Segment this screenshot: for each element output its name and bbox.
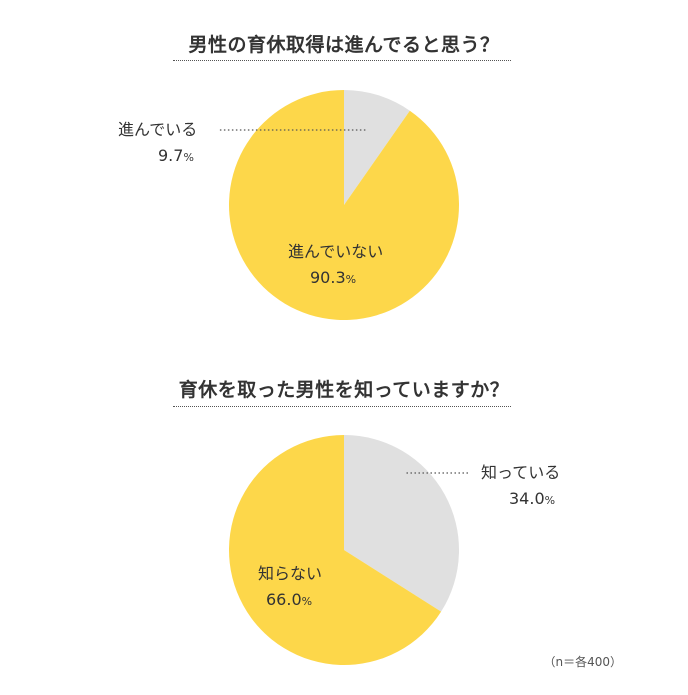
- slice-value-number: 9.7: [158, 146, 184, 165]
- sample-size-note: （n＝各400）: [543, 655, 622, 669]
- slice-label-progressing: 進んでいる: [118, 120, 198, 139]
- slice-value-unit: %: [183, 151, 194, 164]
- pie-slice-2: [228, 435, 442, 665]
- pie-chart-svg: [218, 90, 459, 321]
- slice-value-dont-know: 66.0%: [266, 590, 312, 612]
- pie-chart-svg: [228, 435, 470, 665]
- slice-value-unit: %: [544, 494, 556, 507]
- pie-chart-2: 育休を取った男性を知っていますか？ 知っている 34.0% 知らない 66.0%: [0, 345, 688, 685]
- slice-label-not-progressing: 進んでいない: [288, 242, 384, 261]
- pie-slice-1: [344, 435, 459, 612]
- title-divider: [173, 406, 511, 407]
- slice-value-number: 34.0: [509, 489, 545, 508]
- pie-slice-2: [228, 90, 459, 321]
- slice-value-number: 66.0: [266, 590, 302, 609]
- title-divider: [173, 60, 511, 61]
- slice-label-dont-know: 知らない: [258, 564, 323, 583]
- slice-value-progressing: 9.7%: [158, 146, 194, 168]
- slice-value-know: 34.0%: [509, 489, 555, 511]
- slice-value-unit: %: [301, 595, 313, 608]
- slice-value-unit: %: [345, 273, 357, 286]
- pie-chart-1: 男性の育休取得は進んでると思う？ 進んでいる 9.7% 進んでいない 90.3%: [0, 0, 688, 340]
- chart-title: 育休を取った男性を知っていますか？: [178, 379, 510, 401]
- slice-value-number: 90.3: [310, 268, 346, 287]
- slice-value-not-progressing: 90.3%: [310, 268, 356, 290]
- pie-slice-1: [344, 90, 410, 205]
- chart-title: 男性の育休取得は進んでると思う？: [188, 34, 500, 56]
- slice-label-know: 知っている: [481, 463, 561, 482]
